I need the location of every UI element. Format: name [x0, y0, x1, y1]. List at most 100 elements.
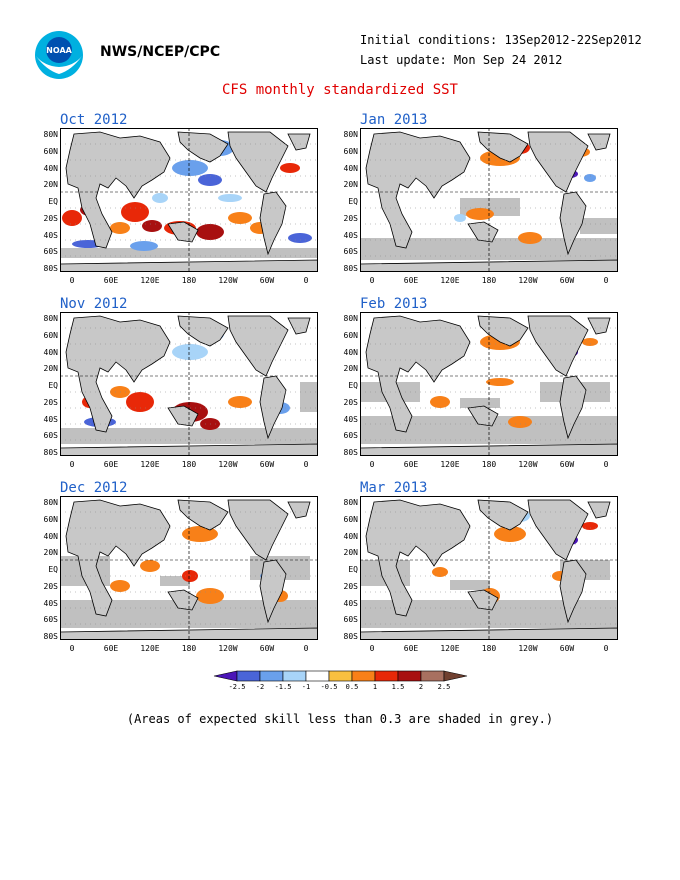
anomaly-region	[62, 210, 82, 226]
land-mass	[167, 405, 199, 427]
lat-label: 40N	[43, 347, 58, 357]
lon-label: 0	[603, 276, 609, 285]
lon-label: 0	[303, 276, 309, 285]
land-mass	[477, 131, 529, 163]
anomaly-region	[508, 416, 532, 428]
anomaly-region	[130, 241, 158, 251]
land-mass	[365, 315, 471, 433]
lat-label: 80S	[343, 264, 358, 273]
lat-label: 80N	[343, 498, 358, 507]
land-mass	[587, 317, 611, 335]
lat-label: 80N	[343, 314, 358, 323]
land-mass	[167, 589, 199, 611]
sst-map	[60, 128, 318, 272]
land-mass	[177, 315, 229, 347]
anomaly-region	[140, 560, 160, 572]
lat-label: 40N	[343, 347, 358, 357]
lon-label: 60E	[403, 644, 419, 653]
map-frame	[60, 128, 318, 272]
lat-label: 80N	[43, 130, 58, 139]
skill-mask	[160, 576, 190, 586]
colorbar: -2.5 -2 -1.5 -1 -0.5 0.5 1 1.5 2 2.5	[213, 670, 468, 691]
lon-label: 120E	[440, 460, 460, 469]
lon-label: 0	[369, 276, 375, 285]
skill-mask	[300, 382, 318, 412]
initial-conditions: Initial conditions: 13Sep2012-22Sep2012	[360, 33, 642, 47]
land-mass	[65, 315, 171, 433]
land-mass	[259, 191, 287, 256]
lat-label: 60N	[43, 514, 58, 524]
lon-label: 60W	[559, 276, 575, 285]
anomaly-region	[121, 202, 149, 222]
lon-label: 180	[181, 644, 197, 653]
anomaly-region	[288, 233, 312, 243]
lon-label: 60E	[403, 460, 419, 469]
lon-label: 60W	[559, 460, 575, 469]
colorbar-label: -1.5	[275, 683, 292, 691]
lon-label: 0	[69, 644, 75, 653]
land-mass	[477, 315, 529, 347]
lon-label: 180	[481, 276, 497, 285]
lon-label: 180	[181, 460, 197, 469]
colorbar-label: -2.5	[229, 683, 246, 691]
colorbar-swatch	[259, 670, 284, 682]
lon-label: 60W	[259, 276, 275, 285]
lon-label: 120E	[140, 460, 160, 469]
sst-map	[360, 128, 618, 272]
land-mass	[467, 221, 499, 243]
lat-label: 80N	[43, 314, 58, 323]
lat-label: 40N	[343, 163, 358, 173]
lat-label: 60N	[43, 330, 58, 340]
svg-text:NOAA: NOAA	[46, 46, 72, 55]
colorbar-label: 2.5	[438, 683, 451, 691]
anomaly-region	[430, 396, 450, 408]
lat-label: 20N	[343, 548, 358, 558]
lat-label: 80N	[43, 498, 58, 507]
sst-map	[60, 312, 318, 456]
lon-label: 120W	[518, 644, 538, 653]
sst-map	[360, 496, 618, 640]
lon-label: 180	[181, 276, 197, 285]
lat-label: EQ	[48, 565, 58, 574]
anomaly-region	[110, 580, 130, 592]
lat-label: EQ	[348, 381, 358, 390]
lat-label: 80S	[343, 632, 358, 641]
colorbar-label: 0.5	[346, 683, 359, 691]
land-mass	[177, 131, 229, 163]
lat-label: 80S	[43, 448, 58, 457]
colorbar-label: -0.5	[321, 683, 338, 691]
map-frame	[360, 496, 618, 640]
anomaly-region	[466, 208, 494, 220]
lat-label: 40N	[43, 531, 58, 541]
anomaly-region	[582, 522, 598, 530]
land-mass	[259, 559, 287, 624]
skill-mask	[450, 580, 490, 590]
anomaly-region	[152, 193, 168, 203]
lat-label: 20N	[343, 364, 358, 374]
lat-label: 20N	[43, 364, 58, 374]
lon-label: 180	[481, 460, 497, 469]
colorbar-swatch	[282, 670, 307, 682]
colorbar-swatch	[305, 670, 330, 682]
anomaly-region	[228, 396, 252, 408]
colorbar-swatch	[397, 670, 422, 682]
lon-label: 0	[603, 644, 609, 653]
anomaly-region	[584, 174, 596, 182]
skill-mask	[580, 218, 618, 234]
anomaly-region	[280, 163, 300, 173]
land-mass	[467, 405, 499, 427]
lon-label: 60W	[559, 644, 575, 653]
map-frame	[360, 312, 618, 456]
lon-label: 0	[303, 460, 309, 469]
lon-label: 120W	[518, 460, 538, 469]
lat-label: 20N	[343, 180, 358, 190]
lat-label: 60S	[43, 247, 58, 257]
land-mass	[467, 589, 499, 611]
colorbar-label: -1	[302, 683, 310, 691]
land-mass	[177, 499, 229, 531]
lon-label: 0	[303, 644, 309, 653]
land-mass	[365, 131, 471, 249]
colorbar-label: 1.5	[392, 683, 405, 691]
lat-label: 20S	[43, 213, 58, 223]
lon-label: 120E	[440, 644, 460, 653]
